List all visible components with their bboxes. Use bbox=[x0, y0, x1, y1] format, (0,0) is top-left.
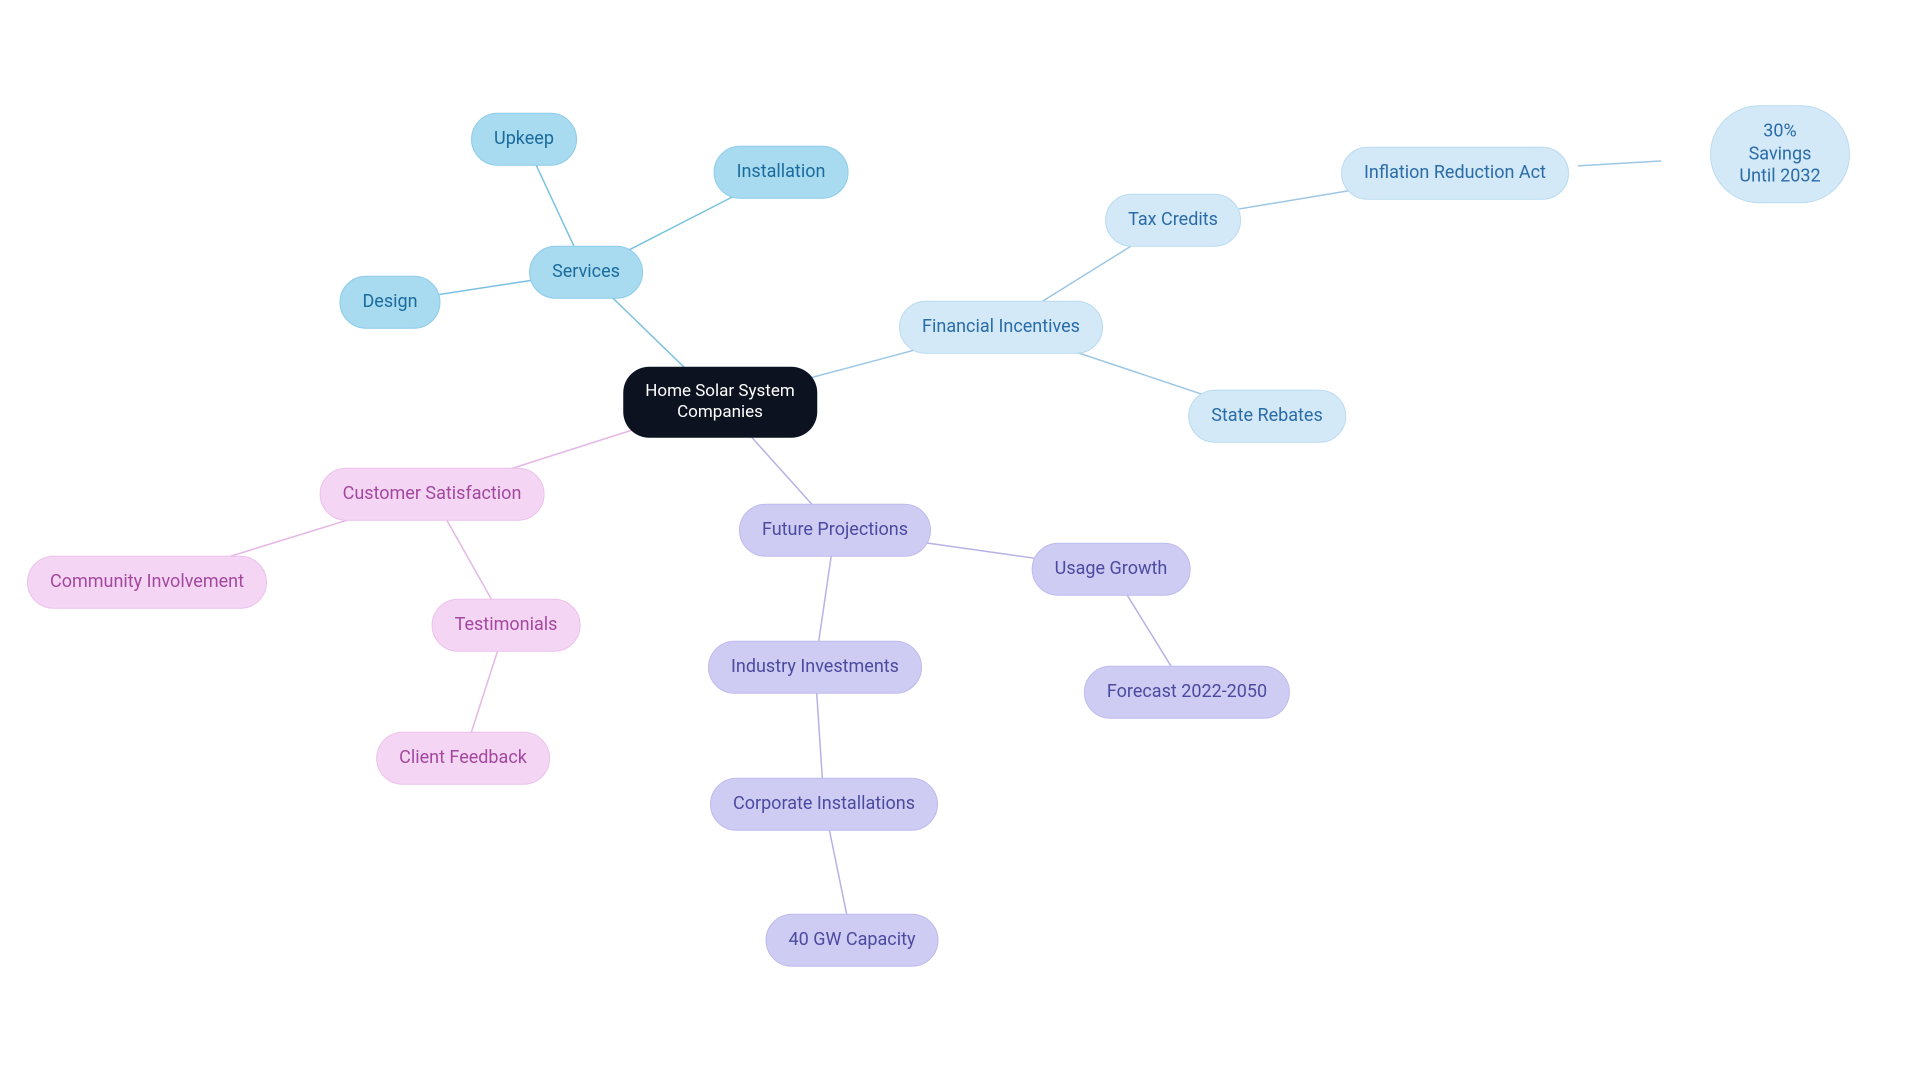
node-label: Testimonials bbox=[455, 614, 558, 637]
node-installation: Installation bbox=[714, 146, 849, 199]
node-label: Client Feedback bbox=[399, 747, 527, 770]
node-label: 40 GW Capacity bbox=[788, 929, 915, 952]
node-forecast: Forecast 2022-2050 bbox=[1084, 666, 1290, 719]
edge-root-services bbox=[610, 296, 684, 368]
edge-cust_sat-community bbox=[216, 515, 364, 561]
edge-services-installation bbox=[624, 194, 738, 253]
node-corp_install: Corporate Installations bbox=[710, 778, 938, 831]
edge-root-cust_sat bbox=[499, 424, 650, 472]
edge-ira-savings2032 bbox=[1578, 161, 1661, 166]
edge-usage_growth-forecast bbox=[1127, 594, 1171, 666]
node-state_rebates: State Rebates bbox=[1188, 390, 1346, 443]
edge-future-industry_inv bbox=[819, 556, 831, 641]
node-fin_incentives: Financial Incentives bbox=[899, 301, 1103, 354]
node-root: Home Solar SystemCompanies bbox=[623, 367, 817, 438]
node-label: Forecast 2022-2050 bbox=[1107, 681, 1267, 704]
node-testimonials: Testimonials bbox=[432, 599, 581, 652]
node-savings2032: 30% Savings Until 2032 bbox=[1710, 105, 1850, 203]
edge-fin_incentives-tax_credits bbox=[1040, 243, 1137, 303]
edge-tax_credits-ira bbox=[1239, 189, 1356, 209]
edge-corp_install-capacity bbox=[829, 830, 846, 914]
node-design: Design bbox=[339, 276, 440, 329]
edge-root-fin_incentives bbox=[794, 347, 927, 383]
node-label: Customer Satisfaction bbox=[343, 483, 522, 506]
node-client_feedback: Client Feedback bbox=[376, 732, 550, 785]
node-label: Design bbox=[362, 291, 417, 314]
edge-services-design bbox=[438, 281, 531, 295]
node-label: Financial Incentives bbox=[922, 316, 1080, 339]
node-tax_credits: Tax Credits bbox=[1105, 194, 1241, 247]
edge-services-upkeep bbox=[536, 164, 574, 246]
node-label: Community Involvement bbox=[50, 571, 244, 594]
node-future: Future Projections bbox=[739, 504, 931, 557]
node-label: Industry Investments bbox=[731, 656, 899, 679]
node-services: Services bbox=[529, 246, 643, 299]
edge-industry_inv-corp_install bbox=[817, 693, 823, 778]
node-label: State Rebates bbox=[1211, 405, 1323, 428]
edge-future-usage_growth bbox=[926, 543, 1040, 559]
node-label: Inflation Reduction Act bbox=[1364, 162, 1546, 185]
edge-fin_incentives-state_rebates bbox=[1065, 348, 1210, 397]
node-community: Community Involvement bbox=[27, 556, 267, 609]
node-label: Corporate Installations bbox=[733, 793, 915, 816]
edge-testimonials-client_feedback bbox=[471, 651, 497, 732]
node-label: Home Solar SystemCompanies bbox=[645, 381, 795, 424]
edge-cust_sat-testimonials bbox=[447, 520, 492, 600]
node-usage_growth: Usage Growth bbox=[1032, 543, 1191, 596]
node-industry_inv: Industry Investments bbox=[708, 641, 922, 694]
node-label: Installation bbox=[737, 161, 826, 184]
node-upkeep: Upkeep bbox=[471, 113, 577, 166]
edge-root-future bbox=[752, 437, 812, 504]
node-ira: Inflation Reduction Act bbox=[1341, 147, 1569, 200]
mindmap-edges bbox=[0, 0, 1920, 1083]
node-label: Tax Credits bbox=[1128, 209, 1218, 232]
node-cust_sat: Customer Satisfaction bbox=[320, 468, 545, 521]
node-label: Upkeep bbox=[494, 128, 554, 151]
node-label: Services bbox=[552, 261, 620, 284]
node-label: Usage Growth bbox=[1055, 558, 1168, 581]
node-label: Future Projections bbox=[762, 519, 908, 542]
node-label: 30% Savings Until 2032 bbox=[1733, 120, 1827, 188]
node-capacity: 40 GW Capacity bbox=[765, 914, 938, 967]
